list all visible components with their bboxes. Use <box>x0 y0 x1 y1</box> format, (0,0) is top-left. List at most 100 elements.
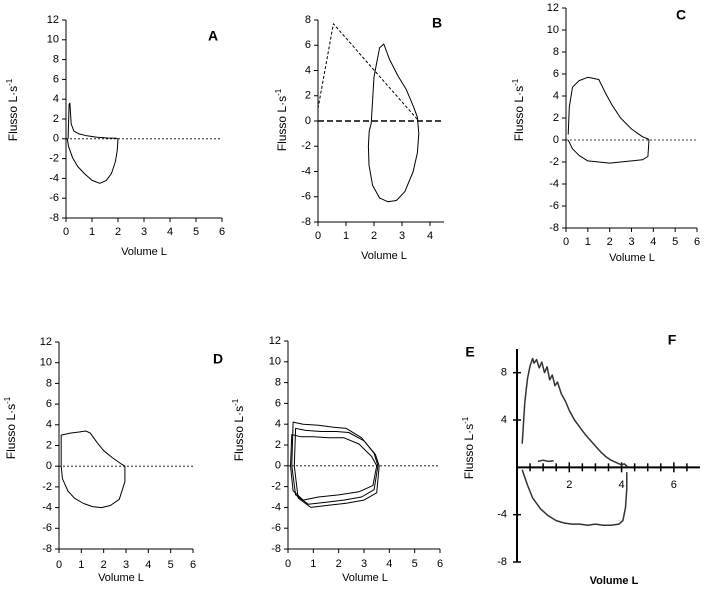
x-axis-label: Volume L <box>609 252 655 264</box>
x-tick-label: 0 <box>563 236 569 248</box>
series-curve-1 <box>66 102 119 184</box>
x-tick-label: 4 <box>619 479 625 491</box>
y-tick-label: -4 <box>42 502 52 514</box>
y-tick-label: -6 <box>49 192 59 204</box>
x-tick-label: 5 <box>672 236 678 248</box>
y-tick-label: 0 <box>275 460 281 472</box>
x-tick-label: 1 <box>310 558 316 570</box>
x-tick-label: 2 <box>115 226 121 238</box>
x-axis-label: Volume L <box>361 250 407 262</box>
y-tick-label: 6 <box>305 39 311 51</box>
x-tick-label: 4 <box>427 230 433 242</box>
series-curve-1 <box>521 357 629 468</box>
panel-label: A <box>208 28 218 44</box>
y-tick-label: 12 <box>547 2 559 14</box>
y-tick-label: 4 <box>46 419 52 431</box>
x-axis-label: Volume L <box>342 572 388 584</box>
x-tick-label: 6 <box>694 236 700 248</box>
x-tick-label: 0 <box>315 230 321 242</box>
y-tick-label: -4 <box>301 165 311 177</box>
x-tick-label: 1 <box>585 236 591 248</box>
y-tick-label: -8 <box>301 216 311 228</box>
y-axis-label-superscript: -1 <box>3 396 12 404</box>
x-tick-label: 4 <box>386 558 392 570</box>
y-tick-label: 8 <box>53 54 59 66</box>
series-curve-2 <box>293 427 380 508</box>
x-tick-label: 5 <box>168 559 174 571</box>
x-tick-label: 4 <box>167 226 173 238</box>
y-tick-label: -4 <box>49 172 59 184</box>
x-tick-label: 0 <box>56 559 62 571</box>
x-tick-label: 5 <box>193 226 199 238</box>
panel-f: F -8 -4 4 8 2 4 6 Volume L Flusso L·s-1 <box>461 332 700 587</box>
x-tick-label: 3 <box>141 226 147 238</box>
y-axis-label: Flusso L·s-1 <box>5 78 21 141</box>
x-tick-label: 3 <box>399 230 405 242</box>
y-tick-label: -8 <box>271 543 281 555</box>
y-tick-label: 6 <box>46 398 52 410</box>
y-tick-label: -6 <box>42 522 52 534</box>
y-tick-label: 10 <box>547 24 559 36</box>
series-curve-3 <box>290 434 378 501</box>
x-tick-label: 3 <box>123 559 129 571</box>
y-tick-label: 10 <box>40 357 52 369</box>
series-curve-1 <box>317 23 420 122</box>
x-tick-label: 5 <box>412 558 418 570</box>
y-tick-label: -2 <box>271 481 281 493</box>
panel-label: B <box>432 15 442 31</box>
x-tick-label: 2 <box>101 559 107 571</box>
y-tick-label: -2 <box>42 481 52 493</box>
series-curve-1 <box>60 430 126 509</box>
y-axis-label-superscript: -1 <box>231 398 240 406</box>
y-axis-label-superscript: -1 <box>5 78 14 86</box>
x-tick-label: 0 <box>285 558 291 570</box>
y-tick-label: -6 <box>301 191 311 203</box>
y-axis-label: Flusso L·s-1 <box>274 88 290 151</box>
y-axis-label: Flusso L·s-1 <box>231 398 247 461</box>
x-tick-label: 1 <box>78 559 84 571</box>
series-curve-2 <box>367 43 420 203</box>
x-axis-label: Volume L <box>121 246 167 258</box>
y-axis-label-superscript: -1 <box>461 416 470 424</box>
y-tick-label: -2 <box>49 153 59 165</box>
y-tick-label: 2 <box>275 439 281 451</box>
y-tick-label: 8 <box>501 367 507 379</box>
y-tick-label: 0 <box>553 134 559 146</box>
y-tick-label: -6 <box>271 522 281 534</box>
y-axis-label-superscript: -1 <box>511 78 520 86</box>
x-tick-label: 6 <box>437 558 443 570</box>
y-tick-label: 2 <box>305 90 311 102</box>
y-tick-label: 12 <box>40 336 52 348</box>
x-axis-label: Volume L <box>590 575 639 587</box>
y-tick-label: -6 <box>549 200 559 212</box>
x-tick-label: 3 <box>361 558 367 570</box>
y-tick-label: -8 <box>549 222 559 234</box>
y-tick-label: 10 <box>269 356 281 368</box>
x-axis-label: Volume L <box>98 572 144 584</box>
x-tick-label: 4 <box>650 236 656 248</box>
y-tick-label: 0 <box>305 115 311 127</box>
y-tick-label: -8 <box>49 212 59 224</box>
y-tick-label: 2 <box>46 439 52 451</box>
y-tick-label: 8 <box>305 14 311 26</box>
x-tick-label: 6 <box>190 559 196 571</box>
y-tick-label: 2 <box>53 113 59 125</box>
x-tick-label: 2 <box>371 230 377 242</box>
y-tick-label: 10 <box>47 34 59 46</box>
y-tick-label: 4 <box>305 64 311 76</box>
y-tick-label: 8 <box>275 377 281 389</box>
y-tick-label: -4 <box>549 178 559 190</box>
x-tick-label: 2 <box>607 236 613 248</box>
y-tick-label: -4 <box>497 509 507 521</box>
panel-b: B -8 -6 -4 -2 0 2 4 6 8 0 1 2 3 4 Volume L Flusso L·s-1 <box>274 14 444 262</box>
x-tick-label: 3 <box>628 236 634 248</box>
y-axis-label-superscript: -1 <box>274 88 283 96</box>
y-tick-label: 0 <box>53 133 59 145</box>
y-tick-label: -2 <box>549 156 559 168</box>
y-tick-label: 8 <box>553 46 559 58</box>
y-tick-label: 2 <box>553 112 559 124</box>
